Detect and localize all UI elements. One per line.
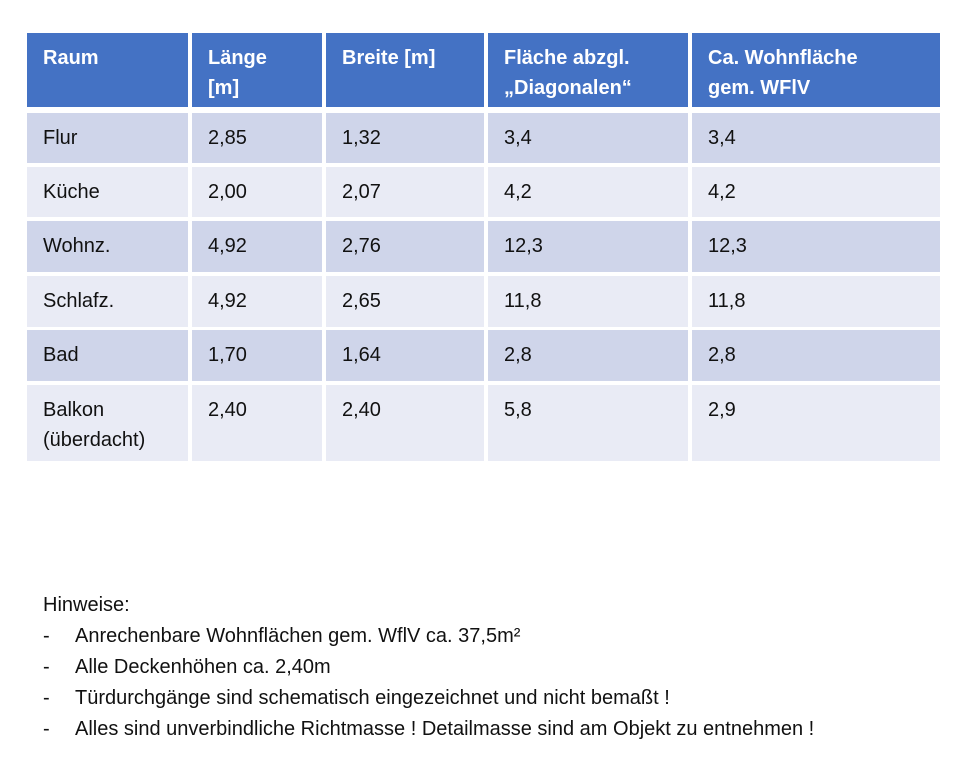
table-cell: 2,00 <box>192 167 322 217</box>
table-cell: 11,8 <box>488 276 688 327</box>
table-cell: Küche <box>27 167 188 217</box>
table-cell: 4,92 <box>192 221 322 272</box>
table-cell: 2,85 <box>192 113 322 163</box>
table-cell: 12,3 <box>488 221 688 272</box>
table-cell: 2,65 <box>326 276 484 327</box>
table-cell: 2,40 <box>326 385 484 461</box>
table-cell: 2,9 <box>692 385 940 461</box>
table-cell: Flur <box>27 113 188 163</box>
note-item: Alle Deckenhöhen ca. 2,40m <box>43 652 814 683</box>
table-cell: 4,2 <box>692 167 940 217</box>
table-cell: 2,40 <box>192 385 322 461</box>
note-item: Alles sind unverbindliche Richtmasse ! D… <box>43 714 814 745</box>
table-cell: 2,07 <box>326 167 484 217</box>
note-item: Türdurchgänge sind schematisch eingezeic… <box>43 683 814 714</box>
table-cell: 3,4 <box>488 113 688 163</box>
table-cell: 3,4 <box>692 113 940 163</box>
notes: Hinweise: Anrechenbare Wohnflächen gem. … <box>43 590 814 745</box>
table-cell: 12,3 <box>692 221 940 272</box>
header-cell: Fläche abzgl. „Diagonalen“ <box>488 33 688 107</box>
table-cell: 1,70 <box>192 330 322 381</box>
table-cell: Bad <box>27 330 188 381</box>
table-cell: 11,8 <box>692 276 940 327</box>
table-cell: 2,76 <box>326 221 484 272</box>
table-cell: 4,92 <box>192 276 322 327</box>
notes-title: Hinweise: <box>43 594 130 616</box>
table-cell: 4,2 <box>488 167 688 217</box>
table-cell: 5,8 <box>488 385 688 461</box>
header-cell: Raum <box>27 33 188 107</box>
header-cell: Ca. Wohnfläche gem. WFlV <box>692 33 940 107</box>
table-cell: 2,8 <box>488 330 688 381</box>
table-cell: Balkon (überdacht) <box>27 385 188 461</box>
header-cell: Breite [m] <box>326 33 484 107</box>
table-cell: 1,64 <box>326 330 484 381</box>
table-cell: Wohnz. <box>27 221 188 272</box>
table-cell: 1,32 <box>326 113 484 163</box>
table-cell: 2,8 <box>692 330 940 381</box>
notes-list: Anrechenbare Wohnflächen gem. WflV ca. 3… <box>43 621 814 745</box>
table-cell: Schlafz. <box>27 276 188 327</box>
header-cell: Länge [m] <box>192 33 322 107</box>
note-item: Anrechenbare Wohnflächen gem. WflV ca. 3… <box>43 621 814 652</box>
